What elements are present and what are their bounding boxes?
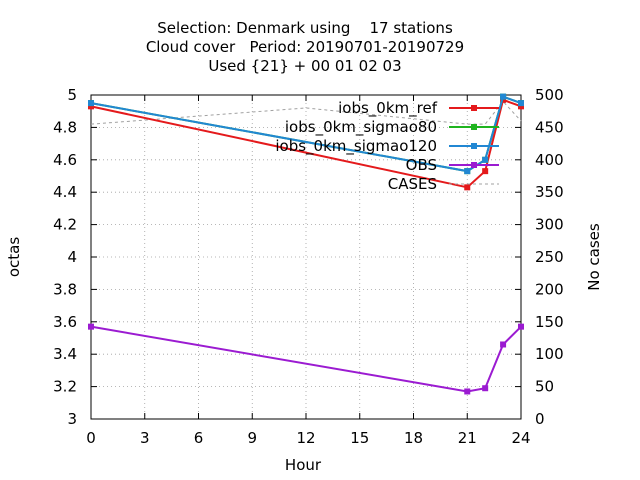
y2-tick-label: 100 <box>535 345 564 363</box>
y-tick-label: 4.8 <box>53 118 77 136</box>
x-tick-label: 6 <box>194 429 204 447</box>
y2-tick-label: 0 <box>535 410 545 428</box>
y-tick-label: 4.6 <box>53 151 77 169</box>
x-axis-label: Hour <box>285 456 322 474</box>
chart-title: Selection: Denmark using 17 stationsClou… <box>146 19 464 75</box>
legend: iobs_0km_refiobs_0km_sigmao80iobs_0km_si… <box>275 99 499 193</box>
y2-tick-label: 150 <box>535 313 564 331</box>
x-tick-label: 21 <box>458 429 477 447</box>
legend-marker <box>471 124 477 130</box>
data-point <box>88 103 94 110</box>
data-point <box>88 100 94 107</box>
title-line: Selection: Denmark using 17 stations <box>157 19 453 37</box>
data-point <box>482 385 489 392</box>
y-tick-label: 3.2 <box>53 378 77 396</box>
data-point <box>518 103 524 110</box>
series-group <box>88 93 524 395</box>
y2-tick-label: 300 <box>535 216 564 234</box>
legend-item: OBS <box>406 156 499 174</box>
y2-tick-label: 400 <box>535 151 564 169</box>
y-tick-label: 4.4 <box>53 183 77 201</box>
y2-tick-label: 450 <box>535 118 564 136</box>
y-tick-label: 3.4 <box>53 345 77 363</box>
data-point <box>464 168 471 175</box>
series-iobs_0km_sigmao120 <box>88 93 524 175</box>
y-tick-label: 3.8 <box>53 280 77 298</box>
x-tick-label: 9 <box>247 429 257 447</box>
legend-item: CASES <box>388 175 499 193</box>
title-line: Used {21} + 00 01 02 03 <box>208 57 401 75</box>
y-tick-label: 4 <box>67 248 77 266</box>
axis-ticks: 0 3 6 9 12 15 18 21 2433.23.43.63.844.24.44.64.8… <box>53 86 564 447</box>
legend-label: OBS <box>406 156 437 174</box>
y2-axis-label: No cases <box>585 223 603 291</box>
data-point <box>88 323 94 330</box>
y-tick-label: 4.2 <box>53 216 77 234</box>
data-point <box>464 184 471 191</box>
data-point <box>482 168 489 175</box>
legend-marker <box>471 105 477 111</box>
legend-marker <box>471 162 477 168</box>
y2-tick-label: 500 <box>535 86 564 104</box>
title-line: Cloud cover Period: 20190701-20190729 <box>146 38 464 56</box>
data-point <box>518 323 524 330</box>
legend-label: iobs_0km_ref <box>338 99 438 118</box>
data-point <box>464 388 471 395</box>
y2-tick-label: 50 <box>535 378 554 396</box>
x-tick-label: 15 <box>350 429 369 447</box>
data-point <box>500 341 507 348</box>
y-tick-label: 3 <box>67 410 77 428</box>
x-tick-label: 18 <box>404 429 423 447</box>
legend-item: iobs_0km_sigmao120 <box>275 137 499 156</box>
x-tick-label: 3 <box>140 429 150 447</box>
legend-marker <box>471 143 477 149</box>
y2-tick-label: 200 <box>535 280 564 298</box>
legend-label: iobs_0km_sigmao120 <box>275 137 437 156</box>
y-axis-label: octas <box>5 237 23 277</box>
x-tick-label: 24 <box>511 429 530 447</box>
legend-label: iobs_0km_sigmao80 <box>285 118 437 137</box>
x-tick-label: 12 <box>296 429 315 447</box>
data-point <box>500 93 507 100</box>
x-tick-label: 0 <box>86 429 96 447</box>
series-OBS <box>88 323 524 395</box>
y-tick-label: 3.6 <box>53 313 77 331</box>
y2-tick-label: 350 <box>535 183 564 201</box>
legend-item: iobs_0km_ref <box>338 99 499 118</box>
legend-label: CASES <box>388 175 437 193</box>
y2-tick-label: 250 <box>535 248 564 266</box>
data-point <box>518 100 524 107</box>
y-tick-label: 5 <box>67 86 77 104</box>
legend-item: iobs_0km_sigmao80 <box>285 118 499 137</box>
data-point <box>482 156 489 163</box>
